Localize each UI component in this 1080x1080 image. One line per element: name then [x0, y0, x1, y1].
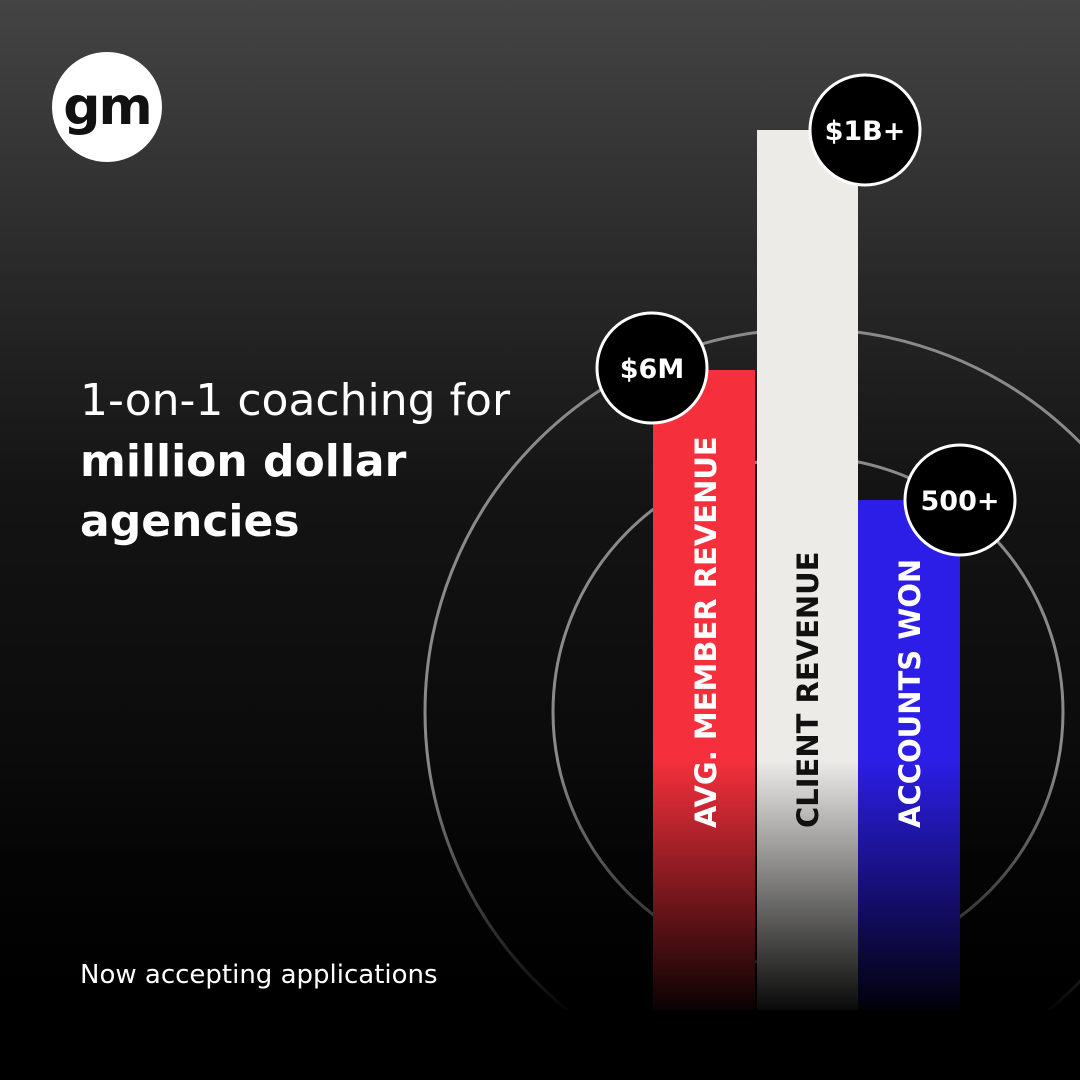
stat-badge [595, 311, 709, 425]
stat-value: $6M [620, 354, 684, 385]
stat-badge [808, 73, 922, 187]
logo [52, 52, 162, 162]
stat-badge [903, 443, 1017, 557]
stat-value: 500+ [921, 486, 1000, 517]
logo-text: gm [63, 77, 150, 137]
stat-label: CLIENT REVENUE [791, 551, 825, 828]
tagline: Now accepting applications [80, 960, 438, 990]
bottom-band [0, 1010, 1080, 1080]
headline-line: 1-on-1 coaching for [80, 375, 511, 426]
stat-label: AVG. MEMBER REVENUE [689, 436, 723, 828]
headline-line: agencies [80, 496, 300, 547]
stat-label: ACCOUNTS WON [893, 559, 927, 828]
stat-value: $1B+ [825, 116, 906, 147]
headline-line: million dollar [80, 436, 407, 487]
bottom-fade [0, 760, 1080, 1020]
